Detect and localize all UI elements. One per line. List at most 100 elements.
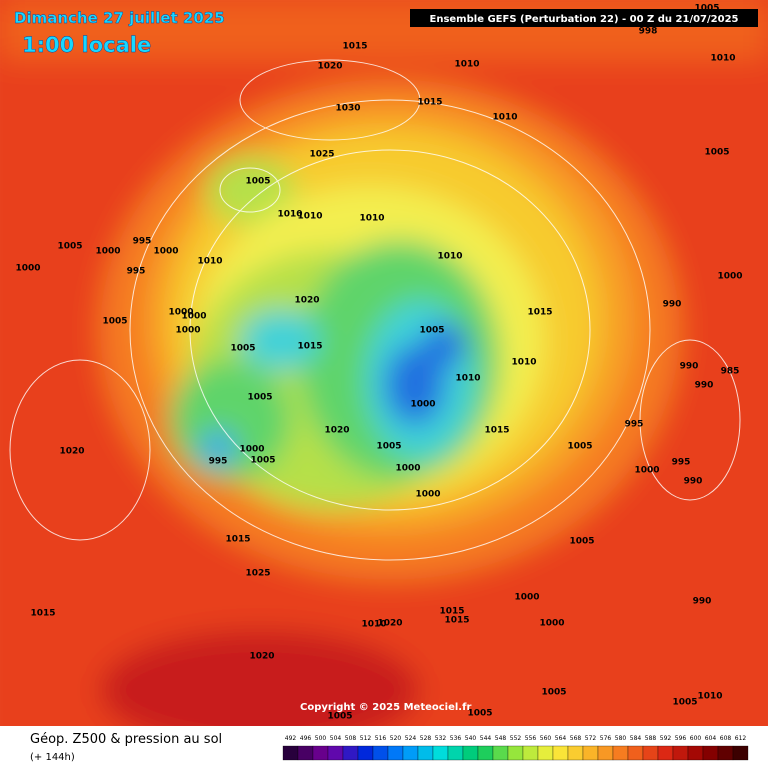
scale-label: 524 [405, 735, 417, 742]
isobar-label: 1005 [247, 393, 272, 403]
scale-label: 560 [540, 735, 552, 742]
isobar-label: 1000 [168, 308, 193, 318]
scale-label: 540 [465, 735, 477, 742]
scale-swatch [717, 745, 734, 761]
isobar-label: 1005 [230, 344, 255, 354]
isobar-label: 1010 [361, 620, 386, 630]
isobar-label: 1010 [492, 113, 517, 123]
isobar-label: 1015 [297, 342, 322, 352]
isobar-label: 1010 [697, 692, 722, 702]
scale-swatch [282, 745, 299, 761]
isobar-label: 1000 [410, 400, 435, 410]
scale-swatch [312, 745, 329, 761]
isobar-label: 1005 [567, 442, 592, 452]
scale-swatch [522, 745, 539, 761]
isobar-label: 990 [693, 597, 712, 607]
isobar-label: 1015 [30, 609, 55, 619]
isobar-label: 1000 [415, 490, 440, 500]
isobars [9, 59, 741, 561]
scale-swatch [552, 745, 569, 761]
isobar-label: 1005 [569, 537, 594, 547]
isobar-label: 1010 [455, 374, 480, 384]
scale-label: 604 [705, 735, 717, 742]
scale-swatch [567, 745, 584, 761]
scale-swatch [477, 745, 494, 761]
isobar-label: 1005 [327, 712, 352, 722]
scale-swatch [612, 745, 629, 761]
scale-label: 600 [690, 735, 702, 742]
isobar-label: 998 [639, 27, 658, 37]
isobar-label: 1010 [277, 210, 302, 220]
scale-swatch [492, 745, 509, 761]
scale-label: 596 [675, 735, 687, 742]
scale-swatch [657, 745, 674, 761]
isobar-label: 1015 [225, 535, 250, 545]
scale-label: 496 [300, 735, 312, 742]
isobar-label: 990 [695, 381, 714, 391]
isobar-label: 1000 [153, 247, 178, 257]
local-time: 1:00 locale [22, 33, 151, 57]
scale-label: 504 [330, 735, 342, 742]
isobar-label: 995 [127, 267, 146, 277]
scale-swatch [402, 745, 419, 761]
isobar-label: 1010 [297, 212, 322, 222]
scale-label: 516 [375, 735, 387, 742]
isobar-label: 1005 [419, 326, 444, 336]
isobar-label: 1000 [175, 326, 200, 336]
scale-label: 536 [450, 735, 462, 742]
scale-swatch [357, 745, 374, 761]
run-info: Ensemble GEFS (Perturbation 22) - 00 Z d… [430, 14, 739, 25]
scale-label: 520 [390, 735, 402, 742]
copyright: Copyright © 2025 Meteociel.fr [300, 702, 471, 713]
scale-label: 568 [570, 735, 582, 742]
date: Dimanche 27 juillet 2025 [14, 9, 225, 27]
scale-label: 532 [435, 735, 447, 742]
isobar-label: 1015 [484, 426, 509, 436]
isobar-label: 1020 [324, 426, 349, 436]
isobar-label: 1015 [342, 42, 367, 52]
isobar-label: 1000 [514, 593, 539, 603]
isobar-label: 1005 [102, 317, 127, 327]
isobar-label: 1000 [539, 619, 564, 629]
isobar-label: 1020 [377, 619, 402, 629]
isobar-label: 1020 [294, 296, 319, 306]
isobar-label: 1010 [437, 252, 462, 262]
isobar-label: 1025 [245, 569, 270, 579]
isobar-label: 1010 [359, 214, 384, 224]
scale-swatch [297, 745, 314, 761]
scale-swatch [462, 745, 479, 761]
isobar-label: 1010 [454, 60, 479, 70]
isobar-label: 1000 [95, 247, 120, 257]
scale-label: 572 [585, 735, 597, 742]
scale-label: 584 [630, 735, 642, 742]
isobar-label: 1000 [181, 312, 206, 322]
scale-swatch [387, 745, 404, 761]
isobar-label: 1005 [57, 242, 82, 252]
scale-label: 612 [735, 735, 747, 742]
scale-label: 580 [615, 735, 627, 742]
scale-label: 500 [315, 735, 327, 742]
isobar-label: 1005 [376, 442, 401, 452]
scale-swatch [417, 745, 434, 761]
scale-swatch [687, 745, 704, 761]
scale-label: 564 [555, 735, 567, 742]
isobar-label: 995 [672, 458, 691, 468]
isobar-label: 985 [721, 367, 740, 377]
isobar-label: 1015 [527, 308, 552, 318]
scale-label: 528 [420, 735, 432, 742]
scale-swatch [537, 745, 554, 761]
footer-title: Géop. Z500 & pression au sol [30, 732, 222, 747]
isobar-label: 1005 [250, 456, 275, 466]
isobar-label: 990 [684, 477, 703, 487]
scale-swatch [672, 745, 689, 761]
isobar-label: 1020 [317, 62, 342, 72]
isobar-label: 1005 [672, 698, 697, 708]
scale-swatch [582, 745, 599, 761]
scale-label: 544 [480, 735, 492, 742]
scale-label: 576 [600, 735, 612, 742]
isobar-label: 1015 [439, 607, 464, 617]
isobar-label: 1010 [710, 54, 735, 64]
isobar-label: 1005 [467, 709, 492, 719]
isobar-label: 1000 [717, 272, 742, 282]
